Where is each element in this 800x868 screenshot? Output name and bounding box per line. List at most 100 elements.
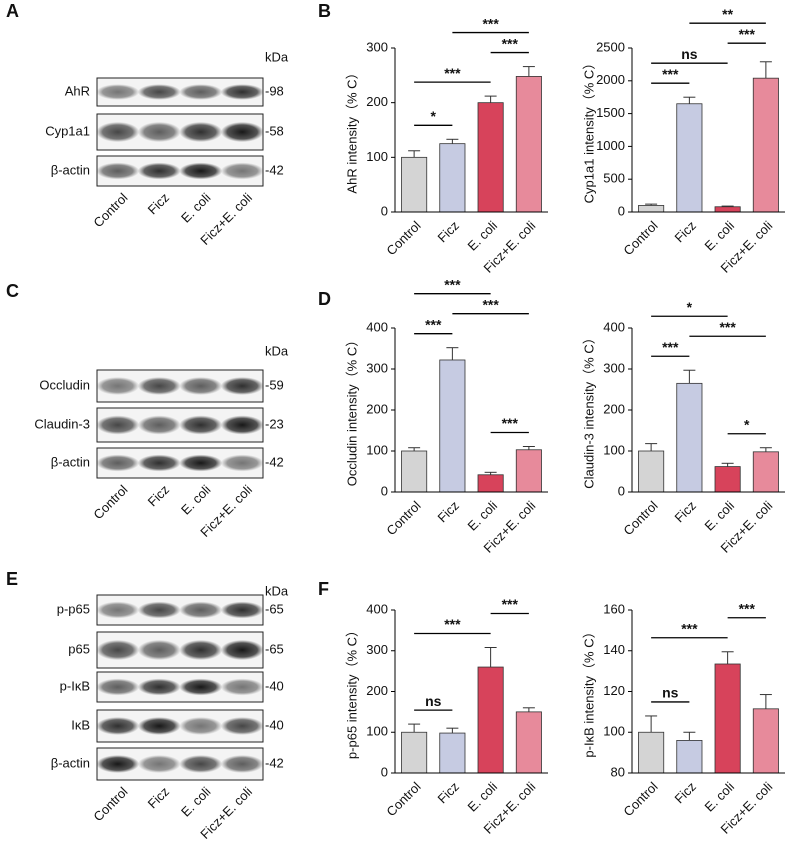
y-tick-label: 1000 <box>596 138 625 153</box>
kda-label: kDa <box>265 49 289 64</box>
blot-row-label: Cyp1a1 <box>45 123 90 138</box>
blot-marker: -58 <box>265 123 284 138</box>
y-tick-label: 140 <box>603 642 625 657</box>
significance-label: *** <box>425 316 442 332</box>
blot-band <box>137 639 181 661</box>
bar <box>638 450 665 493</box>
significance-label: *** <box>739 26 756 42</box>
bar <box>752 451 779 493</box>
blot-band <box>96 717 140 735</box>
y-axis-label: Occludin intensity（% C） <box>344 334 359 486</box>
blot-marker: -40 <box>265 678 284 693</box>
y-tick-label: 0 <box>381 483 388 498</box>
y-tick-label: 200 <box>366 401 388 416</box>
y-tick-label: 200 <box>366 94 388 109</box>
blot-band <box>220 121 264 143</box>
y-tick-label: 100 <box>603 724 625 739</box>
x-tick-label: Ficz <box>434 218 461 245</box>
blot-band <box>220 601 264 619</box>
blot-band <box>96 377 140 395</box>
y-tick-label: 160 <box>603 601 625 616</box>
blot-band <box>137 717 181 735</box>
blot-band <box>220 84 264 100</box>
bar <box>515 76 542 213</box>
significance-label: *** <box>681 620 698 636</box>
significance-label: * <box>744 416 750 432</box>
y-tick-label: 0 <box>381 764 388 779</box>
blot-band <box>179 639 223 661</box>
y-tick-label: 100 <box>366 149 388 164</box>
blot-band <box>220 162 264 180</box>
y-tick-label: 300 <box>603 360 625 375</box>
blot-marker: -42 <box>265 755 284 770</box>
blot-band <box>137 121 181 143</box>
blot-band <box>137 162 181 180</box>
blot-row-label: p65 <box>68 641 90 656</box>
panel-letter: A <box>6 1 19 21</box>
blot-band <box>137 454 181 472</box>
significance-label: *** <box>482 296 499 312</box>
blot-band <box>96 84 140 100</box>
y-tick-label: 300 <box>366 360 388 375</box>
blot-row-label: β-actin <box>51 454 90 469</box>
significance-label: *** <box>482 15 499 31</box>
panel-letter: B <box>318 1 331 21</box>
blot-band <box>220 415 264 435</box>
y-tick-label: 120 <box>603 683 625 698</box>
bar <box>752 708 779 774</box>
significance-label: *** <box>739 600 756 616</box>
blot-row-label: p-IκB <box>60 678 90 693</box>
lane-label: E. coli <box>178 482 214 518</box>
y-tick-label: 400 <box>366 319 388 334</box>
panel-letter: D <box>318 289 331 309</box>
bar <box>676 103 703 213</box>
blot-row-label: AhR <box>65 83 90 98</box>
blot-row-label: β-actin <box>51 755 90 770</box>
panel-letter: E <box>6 569 18 589</box>
y-tick-label: 100 <box>366 724 388 739</box>
y-tick-label: 300 <box>366 39 388 54</box>
blot-marker: -65 <box>265 601 284 616</box>
bar <box>439 732 466 774</box>
bar <box>401 156 428 213</box>
blot-row-label: Occludin <box>39 377 90 392</box>
blot-band <box>179 454 223 472</box>
x-tick-label: Ficz <box>671 498 698 525</box>
significance-label: *** <box>444 616 461 632</box>
blot-marker: -40 <box>265 717 284 732</box>
blot-band <box>220 755 264 773</box>
bar <box>714 663 741 774</box>
y-tick-label: 200 <box>366 683 388 698</box>
significance-label: ** <box>722 6 733 22</box>
bar <box>439 143 466 213</box>
y-tick-label: 400 <box>366 601 388 616</box>
blot-band <box>137 755 181 773</box>
y-tick-label: 0 <box>618 203 625 218</box>
bar <box>638 205 665 213</box>
bar <box>638 731 665 774</box>
lane-label: Ficz <box>145 190 172 217</box>
blot-marker: -42 <box>265 454 284 469</box>
blot-row-label: IκB <box>71 717 90 732</box>
y-tick-label: 0 <box>618 483 625 498</box>
blot-band <box>96 454 140 472</box>
y-tick-label: 1500 <box>596 105 625 120</box>
significance-label: *** <box>502 596 519 612</box>
blot-band <box>137 601 181 619</box>
x-tick-label: Ficz <box>671 779 698 806</box>
kda-label: kDa <box>265 343 289 358</box>
blot-band <box>179 601 223 619</box>
x-tick-label: Control <box>620 498 660 538</box>
blot-marker: -42 <box>265 162 284 177</box>
significance-label: *** <box>662 66 679 82</box>
blot-band <box>96 755 140 773</box>
bar <box>401 731 428 774</box>
bar <box>714 466 741 493</box>
significance-label: *** <box>444 276 461 292</box>
x-tick-label: Ficz <box>434 498 461 525</box>
blot-band <box>179 377 223 395</box>
blot-row-label: β-actin <box>51 162 90 177</box>
y-tick-label: 100 <box>366 442 388 457</box>
x-tick-label: E. coli <box>702 498 738 534</box>
